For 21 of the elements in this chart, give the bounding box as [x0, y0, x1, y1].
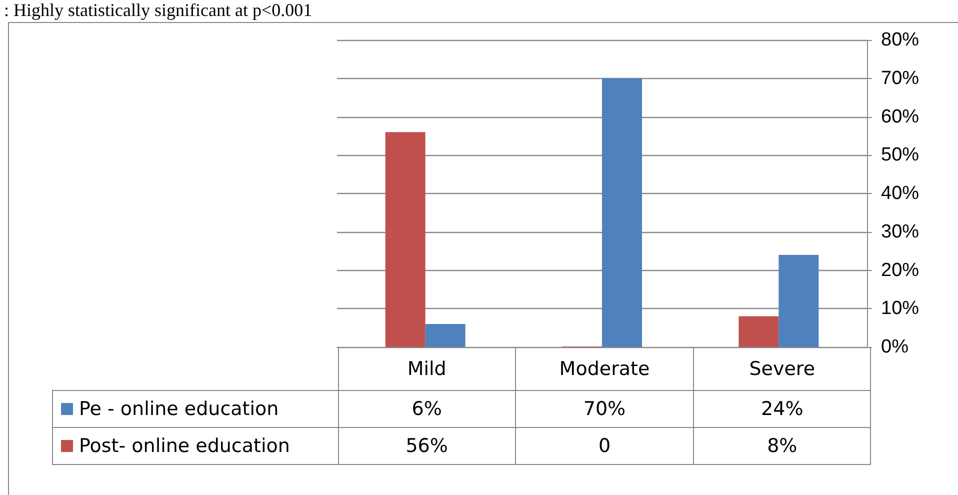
data-label: 6%	[338, 390, 516, 427]
data-label: 56%	[338, 427, 516, 464]
y-tick-label: 40%	[881, 183, 920, 204]
y-tick-label: 20%	[881, 260, 920, 281]
y-tick-label: 10%	[881, 298, 920, 320]
y-tick-label: 0%	[881, 336, 909, 358]
legend-label: Post- online education	[52, 427, 338, 464]
y-tick-label: 70%	[881, 68, 920, 89]
data-label: 70%	[516, 390, 694, 427]
y-tick-label: 80%	[881, 30, 920, 50]
y-tick-label: 30%	[881, 221, 920, 242]
x-tick-label: Severe	[693, 348, 871, 390]
data-label: 0	[516, 427, 694, 464]
legend-label: Pe - online education	[52, 390, 338, 427]
x-tick-label: Moderate	[516, 348, 694, 390]
y-tick-label: 50%	[881, 144, 920, 166]
data-label: 8%	[693, 427, 871, 464]
data-label: 24%	[693, 390, 871, 427]
y-tick-label: 60%	[881, 106, 920, 128]
text: : Highly statistically significant at p<0.001	[4, 0, 312, 20]
x-tick-label: Mild	[338, 348, 516, 390]
